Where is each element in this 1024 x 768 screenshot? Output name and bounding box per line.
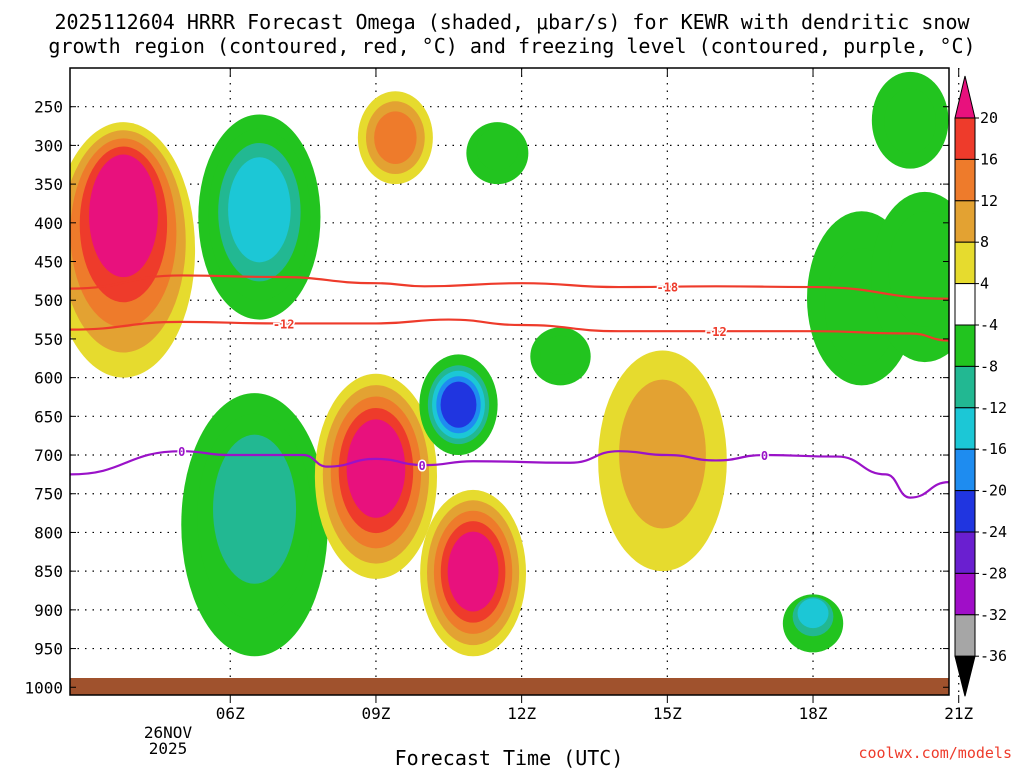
y-tick-label-850: 850 <box>34 562 63 581</box>
x-tick-label-15Z: 15Z <box>653 704 682 723</box>
colorbar-swatch-5 <box>954 283 976 326</box>
contour-label-0: 0 <box>761 449 768 463</box>
omega-region-5 <box>419 354 498 456</box>
colorbar-swatch-3 <box>954 200 976 243</box>
x-tick-label-18Z: 18Z <box>799 704 828 723</box>
colorbar-label--12: -12 <box>980 399 1007 417</box>
y-axis: 250 300 350 400 450 500 550 600 650 700 750 800 850 9… <box>24 98 949 697</box>
y-tick-label-900: 900 <box>34 601 63 620</box>
omega-level-+20 <box>447 531 499 612</box>
omega-level-+20 <box>89 154 158 278</box>
omega-region-6 <box>420 489 527 657</box>
contour-label--18: -18 <box>656 281 678 295</box>
colorbar-swatch-2 <box>954 158 976 202</box>
colorbar-swatch-13 <box>954 614 976 657</box>
colorbar-swatch-12 <box>954 572 976 616</box>
y-tick-label-600: 600 <box>34 369 63 388</box>
y-tick-label-1000: 1000 <box>24 678 63 697</box>
omega-level-+12 <box>374 111 417 164</box>
colorbar-top-triangle <box>954 75 976 119</box>
omega-level--8 <box>540 335 581 375</box>
y-tick-label-700: 700 <box>34 446 63 465</box>
plot-frame <box>69 67 950 696</box>
colorbar-swatch-10 <box>954 490 976 533</box>
colorbar-swatch-8 <box>954 407 976 450</box>
y-tick-label-450: 450 <box>34 253 63 272</box>
y-tick-label-750: 750 <box>34 485 63 504</box>
colorbar-label-12: 12 <box>980 192 998 210</box>
colorbar-label--28: -28 <box>980 564 1007 582</box>
x-axis-title: Forecast Time (UTC) <box>395 746 624 768</box>
x-tick-label-12Z: 12Z <box>507 704 536 723</box>
colorbar-label--32: -32 <box>980 606 1007 624</box>
colorbar-label--16: -16 <box>980 440 1007 458</box>
omega-region-1 <box>181 393 328 657</box>
x-tick-label-21Z: 21Z <box>944 704 973 723</box>
colorbar-label--36: -36 <box>980 647 1007 665</box>
omega-region-0 <box>70 122 196 378</box>
omega-level--8 <box>476 128 519 171</box>
omega-level--16 <box>228 157 291 263</box>
omega-shading <box>70 71 949 657</box>
x-tick-label-09Z: 09Z <box>361 704 390 723</box>
contour-line--18 <box>70 274 949 300</box>
contour-label-0: 0 <box>418 459 425 473</box>
omega-region-3 <box>314 373 438 579</box>
contour-label--12: -12 <box>273 317 295 331</box>
colorbar-swatch-6 <box>954 324 976 367</box>
omega-level-+20 <box>346 419 406 518</box>
date-label-year: 2025 <box>149 739 188 758</box>
omega-region-2 <box>198 114 321 320</box>
contour-label--12: -12 <box>705 325 727 339</box>
colorbar-label--8: -8 <box>980 357 998 375</box>
y-tick-label-950: 950 <box>34 640 63 659</box>
y-tick-label-650: 650 <box>34 407 63 426</box>
colorbar-label-8: 8 <box>980 233 989 251</box>
contour-label-0: 0 <box>178 445 185 459</box>
colorbar-label-16: 16 <box>980 150 998 168</box>
omega-level--8 <box>884 88 937 154</box>
colorbar-swatch-11 <box>954 531 976 574</box>
colorbar-label--20: -20 <box>980 482 1007 500</box>
omega-level--16 <box>797 598 829 629</box>
ground-terrain <box>70 678 949 695</box>
y-tick-label-350: 350 <box>34 175 63 194</box>
omega-level--24 <box>440 381 477 428</box>
y-tick-label-550: 550 <box>34 330 63 349</box>
colorbar-swatch-9 <box>954 448 976 492</box>
colorbar-label--4: -4 <box>980 316 998 334</box>
contour-line-0 <box>70 450 949 499</box>
y-tick-label-300: 300 <box>34 136 63 155</box>
y-tick-label-400: 400 <box>34 214 63 233</box>
omega-level--12 <box>213 434 297 584</box>
omega-region-8 <box>530 327 591 386</box>
contour-line--12 <box>70 318 949 342</box>
omega-region-10 <box>782 594 844 653</box>
omega-level--8 <box>888 211 949 327</box>
chart-title-line-2: growth region (contoured, red, °C) and f… <box>48 34 975 58</box>
y-tick-label-250: 250 <box>34 98 63 117</box>
y-tick-label-500: 500 <box>34 291 63 310</box>
colorbar-label-20: 20 <box>980 109 998 127</box>
x-axis: 06Z 09Z 12Z 15Z 18Z 21Z <box>216 68 974 723</box>
chart-title-line-1: 2025112604 HRRR Forecast Omega (shaded, … <box>54 10 970 34</box>
credit-text: coolwx.com/models <box>858 744 1012 762</box>
x-tick-label-06Z: 06Z <box>216 704 245 723</box>
y-tick-label-800: 800 <box>34 523 63 542</box>
colorbar-swatch-1 <box>954 117 976 160</box>
omega-region-7 <box>466 122 529 185</box>
colorbar-swatch-7 <box>954 365 976 409</box>
colorbar-bottom-triangle <box>954 655 976 697</box>
colorbar-label--24: -24 <box>980 523 1007 541</box>
contours: -18 -12 -12 0 0 0 <box>70 274 949 499</box>
colorbar-swatch-4 <box>954 241 976 285</box>
omega-region-4 <box>357 91 433 185</box>
date-label-month: 26NOV <box>144 723 193 742</box>
colorbar: 20 16 12 8 4 -4 -8 -12 -16 -20 -24 -28 -32 -36 <box>954 75 1007 697</box>
colorbar-label-4: 4 <box>980 275 989 293</box>
omega-region-12 <box>871 71 949 169</box>
